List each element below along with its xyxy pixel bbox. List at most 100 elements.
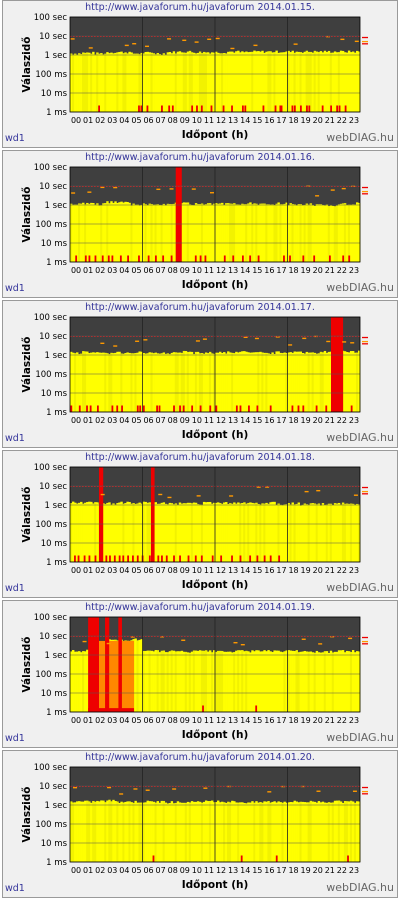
response-bar [192, 650, 196, 712]
limit-dot [238, 336, 240, 337]
response-bar [126, 501, 129, 562]
response-bar [72, 352, 75, 412]
limit-dot [265, 36, 267, 37]
response-bar [323, 504, 327, 562]
limit-dot [184, 36, 186, 37]
response-bar [215, 352, 218, 412]
limit-dot [121, 486, 123, 487]
x-tick-label: 14 [240, 266, 250, 275]
x-tick-label: 12 [216, 416, 226, 425]
response-bar [243, 204, 246, 262]
chart-title[interactable]: http://www.javaforum.hu/javaforum 2014.0… [85, 452, 315, 463]
max-dash [342, 341, 347, 343]
limit-dot [280, 186, 282, 187]
limit-dot [352, 186, 354, 187]
limit-dot [91, 786, 93, 787]
max-dash [352, 790, 357, 792]
response-bar [269, 204, 272, 262]
response-bar [118, 202, 121, 262]
limit-dot [73, 186, 75, 187]
response-bar [289, 352, 292, 412]
limit-dot [184, 186, 186, 187]
chart-title[interactable]: http://www.javaforum.hu/javaforum 2014.0… [85, 2, 315, 13]
response-bar [136, 503, 139, 562]
error-tick [83, 555, 86, 562]
response-bar [303, 51, 307, 112]
limit-dot [295, 36, 297, 37]
response-bar [251, 352, 254, 412]
response-bar [164, 353, 168, 412]
response-bar [247, 802, 250, 862]
response-bar [217, 800, 220, 862]
response-bar [265, 352, 268, 412]
response-bar [200, 650, 204, 712]
response-bar [206, 801, 210, 862]
limit-dot [337, 786, 339, 787]
limit-dot [190, 486, 192, 487]
limit-dot [172, 486, 174, 487]
response-bar [196, 650, 200, 712]
response-bar [70, 351, 73, 412]
response-bar [305, 802, 309, 862]
response-bar [192, 52, 196, 112]
response-bar [251, 650, 254, 712]
limit-dot [124, 186, 126, 187]
limit-dot [319, 186, 321, 187]
response-bar [265, 204, 268, 262]
plot-frame [69, 316, 361, 413]
x-axis-label: Időpont (h) [182, 279, 249, 291]
response-bar [299, 52, 302, 112]
response-bar [341, 802, 345, 862]
response-bar [351, 801, 355, 862]
response-bar [315, 353, 319, 412]
response-bar [217, 52, 220, 112]
x-tick-label: 09 [180, 416, 190, 425]
limit-dot [187, 636, 189, 637]
response-bar [285, 51, 288, 112]
response-bar [231, 800, 234, 862]
chart-title[interactable]: http://www.javaforum.hu/javaforum 2014.0… [85, 152, 315, 163]
error-span [105, 617, 110, 712]
response-bar [245, 351, 248, 412]
limit-dot [301, 636, 303, 637]
chart-title[interactable]: http://www.javaforum.hu/javaforum 2014.0… [85, 302, 315, 313]
limit-dot [340, 336, 342, 337]
response-bar [227, 351, 230, 412]
chart-title[interactable]: http://www.javaforum.hu/javaforum 2014.0… [85, 602, 315, 613]
limit-dot [226, 786, 228, 787]
limit-dot [301, 336, 303, 337]
limit-dot [151, 36, 153, 37]
response-bar [237, 204, 240, 262]
response-bar [72, 54, 75, 112]
response-bar [132, 53, 135, 112]
limit-dot [322, 36, 324, 37]
response-bar [259, 802, 262, 862]
error-tick [113, 555, 116, 562]
response-bar [241, 802, 244, 862]
error-tick [142, 405, 145, 412]
response-bar [170, 801, 174, 862]
x-tick-label: 23 [349, 566, 359, 575]
response-bar [88, 801, 91, 862]
limit-dot [187, 336, 189, 337]
response-bar [146, 650, 149, 712]
error-tick [94, 255, 97, 262]
x-tick-label: 10 [192, 866, 202, 875]
response-bar [293, 800, 296, 862]
response-bar [273, 801, 276, 862]
x-axis-label: Időpont (h) [182, 129, 249, 141]
error-tick [215, 405, 218, 412]
response-bar [301, 205, 305, 262]
response-bar [134, 352, 137, 412]
limit-dot [247, 186, 249, 187]
chart-title[interactable]: http://www.javaforum.hu/javaforum 2014.0… [85, 752, 315, 763]
response-bar [156, 801, 160, 862]
response-bar [251, 51, 254, 112]
response-bar [192, 205, 196, 262]
y-tick-label: 10 ms [41, 689, 68, 699]
limit-dot [166, 786, 168, 787]
response-bar [299, 204, 302, 262]
limit-dot [313, 36, 315, 37]
response-bar [319, 351, 323, 412]
limit-dot [103, 636, 105, 637]
